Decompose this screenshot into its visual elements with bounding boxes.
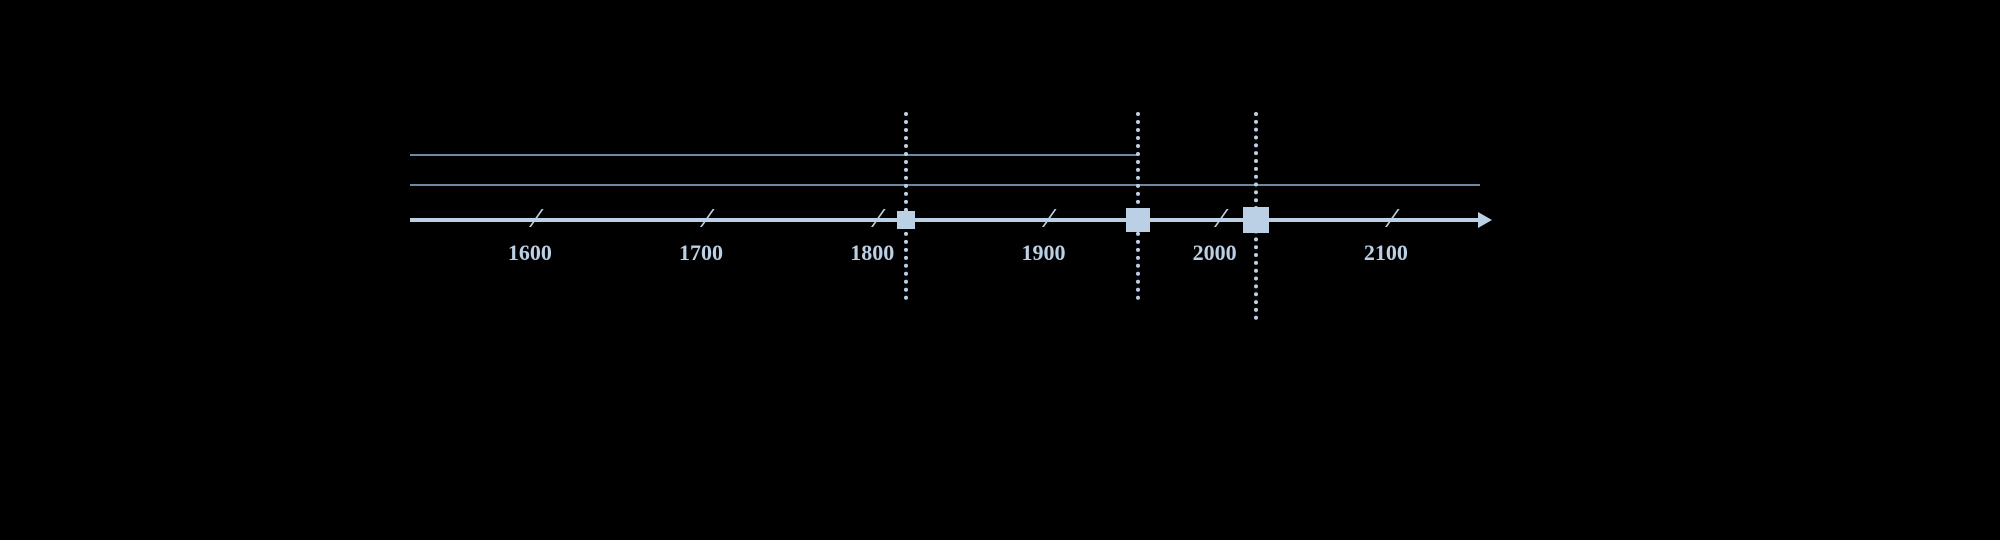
event-marker-1820	[897, 211, 915, 229]
timeline-arrowhead-icon	[1478, 212, 1492, 228]
axis-label-1700: 1700	[679, 240, 723, 266]
horizontal-line-0	[410, 154, 1138, 156]
axis-label-1800: 1800	[850, 240, 894, 266]
event-vline-1955	[1136, 112, 1140, 300]
event-marker-2024	[1243, 207, 1269, 233]
event-marker-1955	[1126, 208, 1150, 232]
axis-label-1600: 1600	[508, 240, 552, 266]
horizontal-line-1	[410, 184, 1480, 186]
axis-label-1900: 1900	[1021, 240, 1065, 266]
axis-label-2100: 2100	[1364, 240, 1408, 266]
event-vline-1820	[904, 112, 908, 300]
timeline-axis	[410, 218, 1480, 222]
timeline-chart: 1600 1700 1800 1900 2000 2100	[0, 0, 2000, 540]
axis-label-2000: 2000	[1193, 240, 1237, 266]
